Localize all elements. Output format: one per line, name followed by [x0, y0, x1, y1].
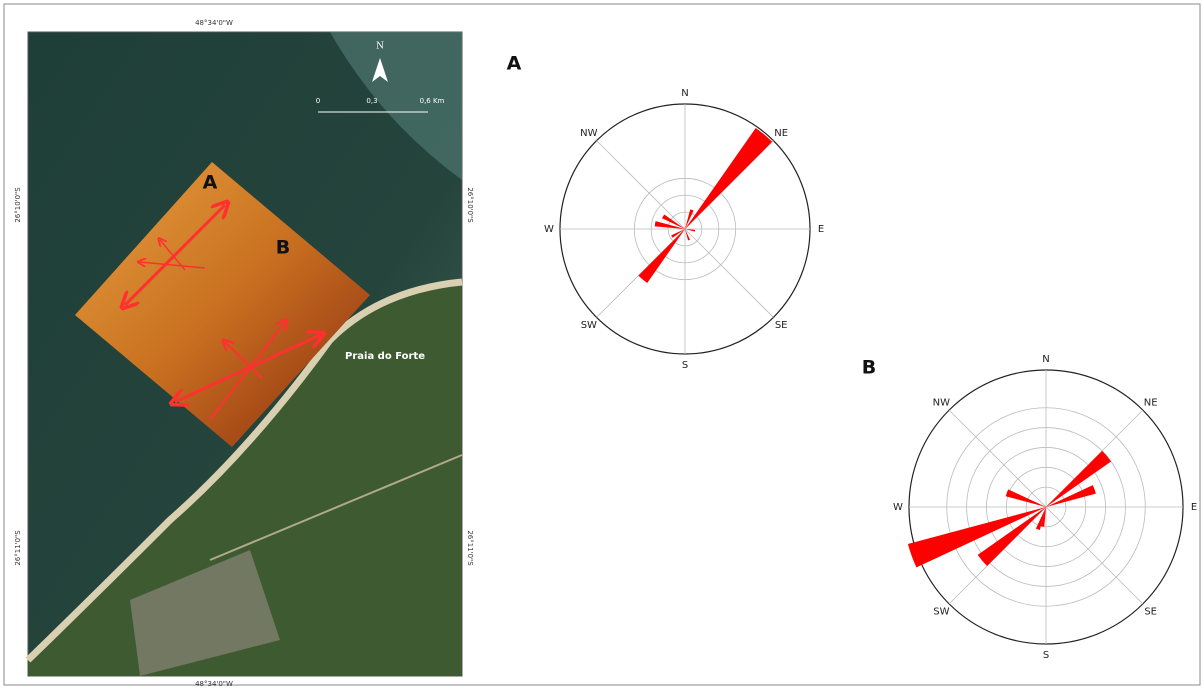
- direction-label: E: [1191, 502, 1197, 513]
- coord-label: 48°34'0"W: [195, 19, 233, 27]
- direction-label: W: [893, 502, 903, 513]
- spoke: [949, 410, 1046, 507]
- direction-label: N: [681, 88, 688, 99]
- coord-label: 26°11'0"S: [466, 530, 474, 566]
- direction-label: NE: [1144, 397, 1158, 408]
- panel-title: A: [507, 53, 522, 75]
- petal: [1006, 489, 1046, 507]
- direction-label: N: [1042, 354, 1049, 365]
- direction-label: E: [818, 224, 824, 235]
- panel-title: B: [862, 357, 876, 379]
- petal: [685, 128, 772, 229]
- direction-label: NE: [774, 128, 788, 139]
- petal: [1046, 451, 1111, 507]
- petal: [908, 507, 1046, 567]
- scale-label: 0,6 Km: [420, 97, 445, 105]
- direction-label: SE: [1144, 607, 1157, 618]
- spoke: [597, 141, 685, 229]
- petal: [978, 507, 1046, 566]
- direction-label: SW: [581, 320, 597, 331]
- place-label: Praia do Forte: [345, 351, 425, 362]
- direction-label: W: [544, 224, 554, 235]
- direction-label: S: [1043, 650, 1049, 661]
- coord-label: 48°34'0"W: [195, 680, 233, 688]
- site-label: B: [276, 237, 290, 259]
- scale-label: 0,3: [366, 97, 377, 105]
- map: 48°34'0"W 48°34'0"W 26°10'0"S 26°11'0"S …: [14, 19, 474, 688]
- petal: [685, 229, 690, 240]
- coord-label: 26°10'0"S: [466, 187, 474, 223]
- direction-label: SW: [933, 607, 949, 618]
- direction-label: SE: [775, 320, 788, 331]
- direction-label: NW: [933, 397, 950, 408]
- scale-label: 0: [316, 97, 320, 105]
- petal: [638, 229, 685, 283]
- figure: 48°34'0"W 48°34'0"W 26°10'0"S 26°11'0"S …: [0, 0, 1204, 689]
- north-label: N: [376, 42, 384, 52]
- direction-label: S: [682, 360, 688, 371]
- spoke: [1046, 507, 1143, 604]
- spoke: [685, 229, 773, 317]
- direction-label: NW: [580, 128, 597, 139]
- coord-label: 26°11'0"S: [14, 530, 22, 566]
- coord-label: 26°10'0"S: [14, 187, 22, 223]
- site-label: A: [203, 172, 218, 194]
